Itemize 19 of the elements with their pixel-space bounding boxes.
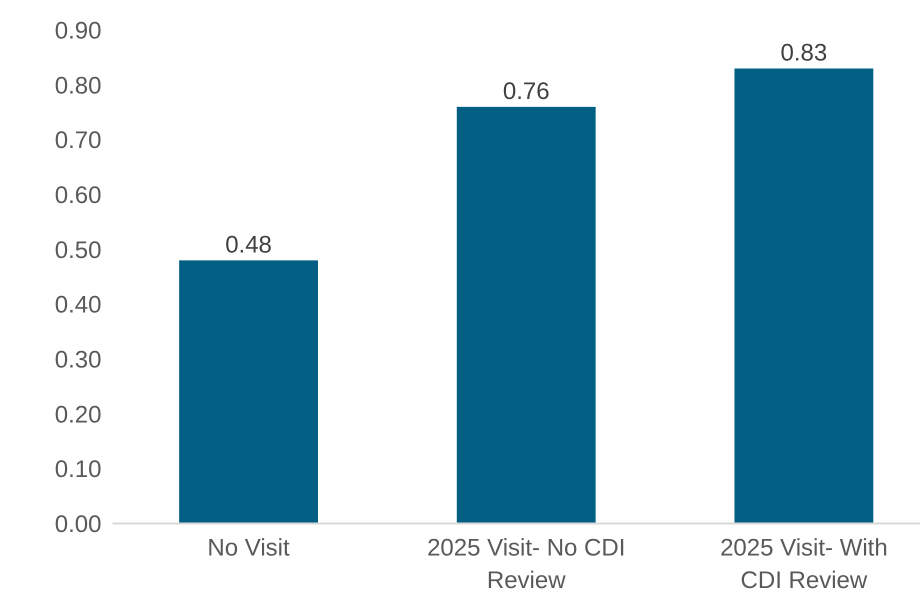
data-label: 0.83 bbox=[780, 39, 828, 66]
bar bbox=[179, 260, 318, 524]
data-label: 0.76 bbox=[502, 78, 550, 105]
y-tick-label: 0.60 bbox=[54, 182, 102, 210]
bar bbox=[456, 106, 596, 524]
y-tick-label: 0.30 bbox=[54, 346, 102, 374]
x-tick-label: 2025 Visit- With CDI Review bbox=[720, 534, 888, 594]
y-tick-label: 0.00 bbox=[54, 511, 102, 538]
y-tick-label: 0.90 bbox=[54, 18, 102, 45]
y-tick-label: 0.50 bbox=[54, 236, 102, 264]
y-tick-label: 0.10 bbox=[54, 456, 102, 484]
y-tick-label: 0.80 bbox=[54, 72, 102, 100]
y-tick-label: 0.70 bbox=[54, 127, 102, 154]
y-tick-label: 0.20 bbox=[54, 401, 102, 428]
y-tick-label: 0.40 bbox=[54, 292, 102, 319]
bar bbox=[734, 68, 874, 524]
x-tick-label: 2025 Visit- No CDI Review bbox=[427, 534, 626, 594]
x-tick-label: No Visit bbox=[207, 534, 290, 562]
data-label: 0.48 bbox=[225, 231, 272, 258]
